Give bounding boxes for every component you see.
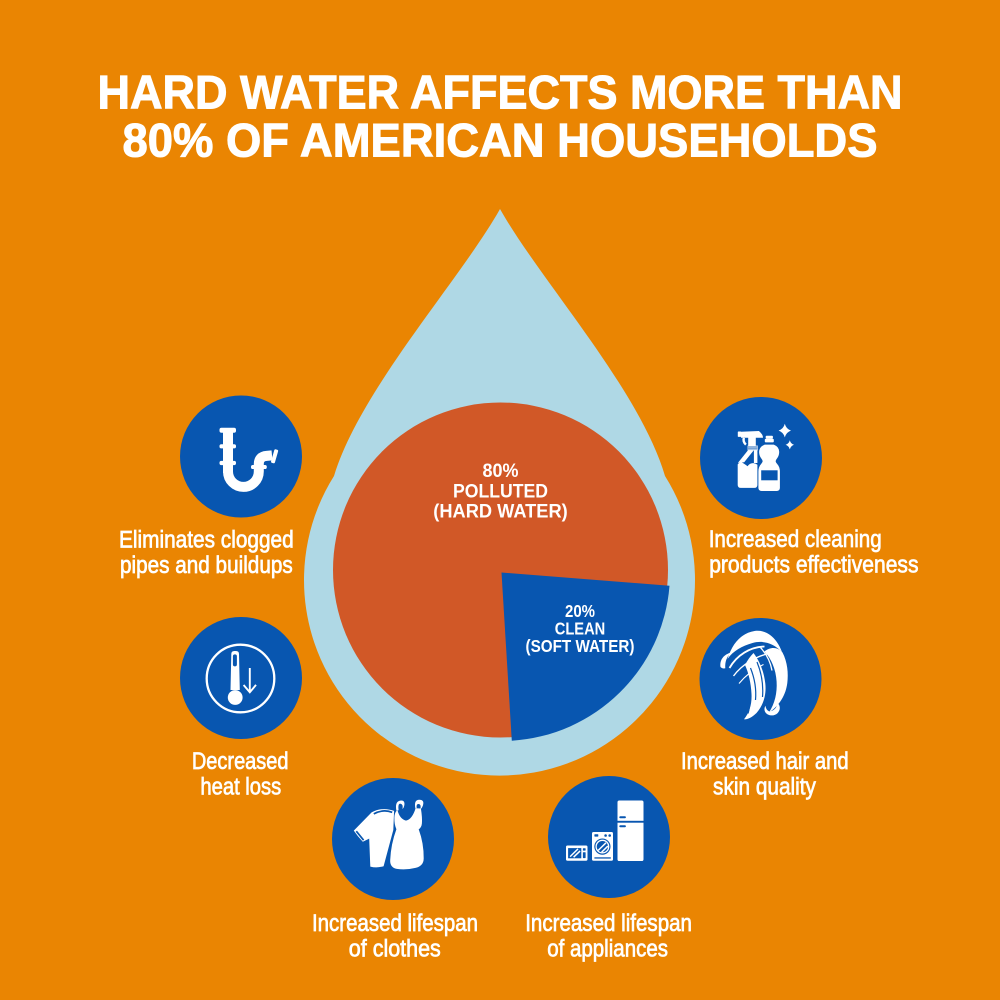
svg-text:of clothes: of clothes bbox=[349, 935, 441, 962]
svg-text:pipes and buildups: pipes and buildups bbox=[120, 552, 293, 579]
svg-text:HARD WATER AFFECTS MORE THAN: HARD WATER AFFECTS MORE THAN bbox=[98, 66, 903, 119]
svg-text:skin quality: skin quality bbox=[713, 774, 816, 801]
svg-text:products effectiveness: products effectiveness bbox=[709, 552, 918, 579]
svg-text:of appliances: of appliances bbox=[547, 935, 668, 962]
svg-text:POLLUTED: POLLUTED bbox=[453, 481, 548, 503]
svg-text:Increased lifespan: Increased lifespan bbox=[525, 910, 692, 937]
svg-text:Eliminates clogged: Eliminates clogged bbox=[119, 527, 294, 554]
svg-text:(HARD WATER): (HARD WATER) bbox=[433, 500, 567, 522]
svg-text:CLEAN: CLEAN bbox=[555, 619, 606, 639]
svg-text:heat loss: heat loss bbox=[200, 774, 281, 801]
svg-text:Increased lifespan: Increased lifespan bbox=[312, 910, 478, 937]
svg-text:Increased cleaning: Increased cleaning bbox=[709, 526, 882, 553]
svg-text:Decreased: Decreased bbox=[192, 748, 289, 775]
svg-text:20%: 20% bbox=[565, 601, 595, 621]
svg-text:Increased hair and: Increased hair and bbox=[681, 748, 849, 775]
svg-text:(SOFT WATER): (SOFT WATER) bbox=[526, 636, 635, 656]
svg-text:80% OF AMERICAN HOUSEHOLDS: 80% OF AMERICAN HOUSEHOLDS bbox=[123, 115, 878, 168]
svg-text:80%: 80% bbox=[483, 460, 519, 482]
